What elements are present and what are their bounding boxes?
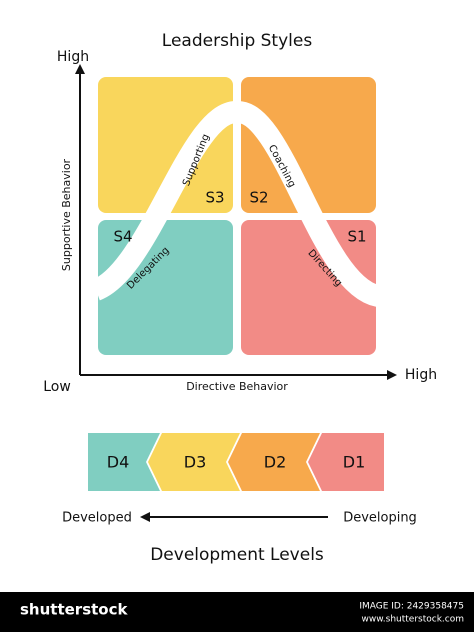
quadrant-s3	[98, 77, 233, 213]
style-code: S2	[249, 189, 268, 207]
level-d2	[228, 433, 320, 491]
footer-url: www.shutterstock.com	[362, 615, 464, 625]
level-d1	[308, 433, 384, 491]
level-d3	[148, 433, 240, 491]
footer-bar	[0, 592, 474, 632]
title: Leadership Styles	[162, 31, 313, 51]
quadrant-s2	[241, 77, 376, 213]
y-label: Supportive Behavior	[60, 158, 73, 271]
style-code: S4	[113, 228, 132, 246]
level-label: D3	[184, 453, 207, 472]
curve	[91, 101, 382, 307]
style-code: S1	[347, 228, 366, 246]
level-d4	[88, 433, 160, 491]
footer-brand: shutterstock	[20, 601, 128, 619]
level-label: D2	[264, 453, 287, 472]
style-code: S3	[205, 189, 224, 207]
footer-image-id: IMAGE ID: 2429358475	[359, 602, 464, 612]
origin-label: Low	[43, 379, 71, 395]
level-label: D4	[107, 453, 130, 472]
developing-label: Developing	[343, 511, 417, 526]
level-label: D1	[343, 453, 366, 472]
y-high: High	[57, 49, 89, 65]
developed-label: Developed	[62, 511, 132, 526]
x-high: High	[405, 367, 437, 383]
development-title: Development Levels	[150, 545, 324, 565]
x-label: Directive Behavior	[186, 380, 288, 393]
